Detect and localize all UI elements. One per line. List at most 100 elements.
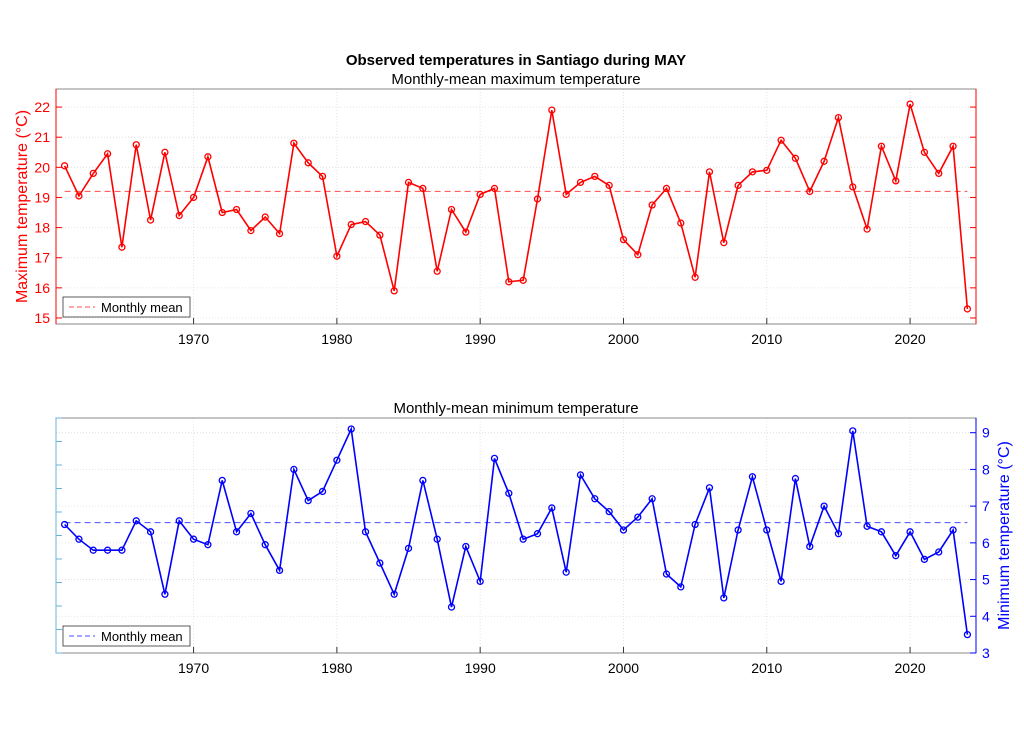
- data-point: [877, 142, 886, 150]
- data-point: [361, 217, 370, 226]
- max-temperature-panel: Monthly-mean maximum temperature 1970 198…: [14, 71, 977, 347]
- min-y-axis-label: Minimum temperature (°C): [996, 441, 1013, 630]
- min-plot-area: [56, 418, 976, 653]
- data-point: [60, 520, 69, 529]
- data-point: [834, 113, 843, 122]
- data-point: [877, 528, 886, 536]
- data-point: [89, 169, 97, 178]
- y-tick-label: 21: [34, 129, 50, 145]
- data-point: [605, 181, 613, 190]
- data-point: [232, 205, 241, 214]
- y-tick-label: 18: [34, 220, 50, 236]
- data-point: [591, 172, 599, 181]
- data-point: [419, 184, 427, 193]
- min-panel-title: Monthly-mean minimum temperature: [393, 400, 638, 417]
- x-tick-label: 1990: [465, 660, 496, 676]
- data-point: [175, 211, 183, 220]
- data-point: [218, 208, 226, 217]
- y-tick-label: 20: [34, 159, 50, 175]
- data-point: [462, 542, 470, 551]
- data-point: [906, 100, 914, 108]
- data-point: [318, 487, 327, 496]
- min-temperature-panel: Monthly-mean minimum temperature 1970 198…: [55, 400, 1013, 676]
- data-point: [433, 535, 441, 543]
- data-point: [949, 526, 957, 534]
- data-point: [691, 273, 699, 281]
- data-point: [447, 205, 456, 214]
- data-point: [662, 184, 671, 193]
- data-point: [705, 168, 714, 176]
- data-point: [376, 559, 384, 567]
- data-point: [89, 546, 97, 554]
- data-point: [433, 267, 441, 275]
- data-point: [304, 496, 312, 505]
- y-tick-label: 19: [34, 189, 50, 205]
- data-point: [533, 530, 542, 538]
- data-point: [232, 528, 241, 536]
- data-point: [562, 568, 570, 576]
- data-point: [548, 504, 556, 512]
- data-point: [634, 251, 642, 259]
- data-point: [390, 287, 398, 295]
- data-point: [519, 535, 527, 543]
- data-point: [763, 166, 771, 174]
- min-y-ticks: 3 4 5 6 7 8 9: [970, 425, 990, 661]
- data-point: [806, 542, 814, 551]
- x-tick-label: 2010: [751, 660, 782, 676]
- data-point: [591, 495, 599, 503]
- data-point: [576, 178, 585, 187]
- data-point: [777, 136, 785, 144]
- y-tick-label: 5: [982, 572, 990, 588]
- data-point: [849, 183, 857, 191]
- min-series-points: [60, 425, 972, 639]
- data-point: [648, 201, 656, 209]
- min-legend-box: [62, 625, 191, 647]
- y-tick-label: 4: [982, 608, 990, 624]
- data-point: [963, 630, 972, 639]
- data-point: [290, 139, 298, 147]
- data-point: [820, 157, 828, 165]
- data-point: [576, 471, 585, 479]
- x-tick-label: 2020: [895, 660, 926, 676]
- x-tick-label: 1980: [321, 331, 352, 347]
- x-tick-label: 2000: [608, 331, 639, 347]
- y-tick-label: 16: [34, 280, 50, 296]
- data-point: [204, 541, 212, 549]
- data-point: [605, 507, 613, 516]
- data-point: [691, 520, 699, 529]
- data-point: [662, 570, 671, 578]
- data-point: [677, 219, 685, 227]
- data-point: [247, 509, 255, 518]
- data-point: [261, 541, 269, 549]
- data-point: [189, 193, 198, 202]
- data-point: [447, 603, 456, 611]
- data-point: [290, 465, 298, 474]
- max-y-axis-label: Maximum temperature (°C): [14, 110, 31, 303]
- data-point: [118, 243, 126, 251]
- data-point: [906, 528, 914, 536]
- data-point: [533, 195, 542, 203]
- x-tick-label: 1970: [178, 660, 209, 676]
- data-point: [519, 276, 527, 284]
- data-point: [705, 484, 714, 492]
- data-point: [791, 154, 800, 162]
- data-point: [720, 594, 728, 602]
- data-point: [490, 454, 499, 463]
- data-point: [103, 546, 112, 554]
- data-point: [806, 187, 814, 196]
- x-tick-label: 2000: [608, 660, 639, 676]
- max-y-ticks: 15 16 17 18 19 20 21 22: [34, 99, 976, 326]
- data-point: [734, 181, 742, 190]
- data-point: [490, 184, 499, 193]
- y-tick-label: 9: [982, 425, 990, 441]
- max-series-points: [60, 100, 972, 313]
- data-point: [548, 106, 556, 114]
- y-tick-label: 3: [982, 645, 990, 661]
- data-point: [935, 169, 943, 178]
- data-point: [505, 489, 513, 497]
- data-point: [419, 476, 427, 485]
- data-point: [634, 513, 642, 521]
- data-point: [103, 150, 112, 158]
- x-tick-label: 1990: [465, 331, 496, 347]
- data-point: [175, 517, 183, 525]
